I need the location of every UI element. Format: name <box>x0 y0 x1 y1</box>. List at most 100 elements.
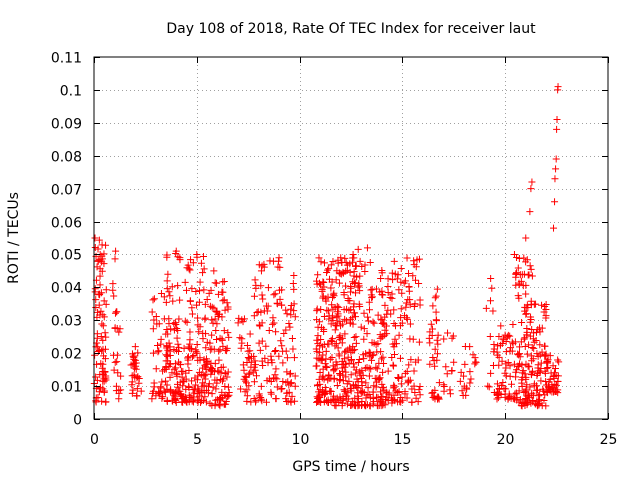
data-point-marker <box>488 284 496 292</box>
data-point-marker <box>290 272 298 280</box>
y-tick-label: 0.09 <box>51 117 82 133</box>
data-point-marker <box>272 395 280 403</box>
plot-frame <box>93 56 609 420</box>
data-point-marker <box>273 300 281 308</box>
data-point-marker <box>512 373 520 381</box>
data-point-marker <box>522 373 530 381</box>
data-point-marker <box>195 298 203 306</box>
data-point-marker <box>171 393 179 401</box>
data-point-marker <box>554 83 562 91</box>
data-point-marker <box>175 387 183 395</box>
data-point-marker <box>386 294 394 302</box>
data-point-marker <box>237 344 245 352</box>
data-point-marker <box>199 269 207 277</box>
data-point-marker <box>401 369 409 377</box>
data-point-marker <box>155 389 163 397</box>
data-point-marker <box>94 308 102 316</box>
data-point-marker <box>379 368 387 376</box>
data-point-marker <box>174 383 182 391</box>
data-point-marker <box>392 340 400 348</box>
data-point-marker <box>552 381 560 389</box>
data-point-marker <box>376 288 384 296</box>
data-point-marker <box>163 253 171 261</box>
data-point-marker <box>411 389 419 397</box>
data-point-marker <box>366 402 374 410</box>
data-point-marker <box>267 390 275 398</box>
data-point-marker <box>273 383 281 391</box>
data-point-marker <box>410 257 418 265</box>
data-point-marker <box>541 303 549 311</box>
data-point-marker <box>458 387 466 395</box>
data-point-marker <box>94 257 102 265</box>
data-point-marker <box>102 300 110 308</box>
data-point-marker <box>174 282 182 290</box>
data-point-marker <box>409 335 417 343</box>
data-point-marker <box>263 377 271 385</box>
data-point-marker <box>466 343 474 351</box>
data-point-marker <box>402 303 410 311</box>
data-point-marker <box>113 358 121 366</box>
data-point-marker <box>505 393 513 401</box>
data-point-marker <box>547 369 555 377</box>
data-point-marker <box>91 244 99 252</box>
data-point-marker <box>313 280 321 288</box>
data-point-marker <box>544 358 552 366</box>
data-point-marker <box>321 383 329 391</box>
data-point-marker <box>320 391 328 399</box>
y-tick-label: 0.08 <box>51 150 82 166</box>
data-point-marker <box>361 364 369 372</box>
data-point-marker <box>524 304 532 312</box>
data-point-marker <box>406 320 414 328</box>
data-point-marker <box>217 364 225 372</box>
data-point-marker <box>319 351 327 359</box>
data-point-marker <box>201 375 209 383</box>
data-point-marker <box>467 375 475 383</box>
data-point-marker <box>362 350 370 358</box>
data-point-marker <box>290 354 298 362</box>
data-point-marker <box>290 307 298 315</box>
data-point-marker <box>514 350 522 358</box>
data-point-marker <box>381 331 389 339</box>
data-point-marker <box>551 198 559 206</box>
data-point-marker <box>321 360 329 368</box>
data-point-marker <box>220 296 228 304</box>
data-point-marker <box>495 361 503 369</box>
data-point-marker <box>523 325 531 333</box>
data-point-marker <box>149 389 157 397</box>
data-point-marker <box>313 307 321 315</box>
data-point-marker <box>255 390 263 398</box>
data-point-marker <box>377 315 385 323</box>
data-point-marker <box>343 380 351 388</box>
data-point-marker <box>365 348 373 356</box>
data-point-marker <box>522 281 530 289</box>
data-point-marker <box>427 320 435 328</box>
data-point-marker <box>259 295 267 303</box>
data-point-marker <box>542 312 550 320</box>
data-point-marker <box>365 372 373 380</box>
data-point-marker <box>466 379 474 387</box>
data-point-marker <box>463 385 471 393</box>
data-point-marker <box>460 372 468 380</box>
data-point-marker <box>278 342 286 350</box>
data-point-marker <box>172 321 180 329</box>
data-point-marker <box>203 357 211 365</box>
data-point-marker <box>187 256 195 264</box>
data-point-marker <box>347 315 355 323</box>
data-point-marker <box>324 307 332 315</box>
data-point-marker <box>383 393 391 401</box>
data-point-marker <box>133 385 141 393</box>
data-point-marker <box>543 388 551 396</box>
data-point-marker <box>213 376 221 384</box>
data-point-marker <box>129 386 137 394</box>
data-point-marker <box>208 345 216 353</box>
data-point-marker <box>243 392 251 400</box>
data-point-marker <box>442 363 450 371</box>
data-point-marker <box>332 321 340 329</box>
data-point-marker <box>278 301 286 309</box>
data-point-marker <box>341 387 349 395</box>
data-point-marker <box>276 295 284 303</box>
y-tick-label: 0.02 <box>51 347 82 363</box>
data-point-marker <box>252 396 260 404</box>
data-point-marker <box>517 338 525 346</box>
data-point-marker <box>504 394 512 402</box>
